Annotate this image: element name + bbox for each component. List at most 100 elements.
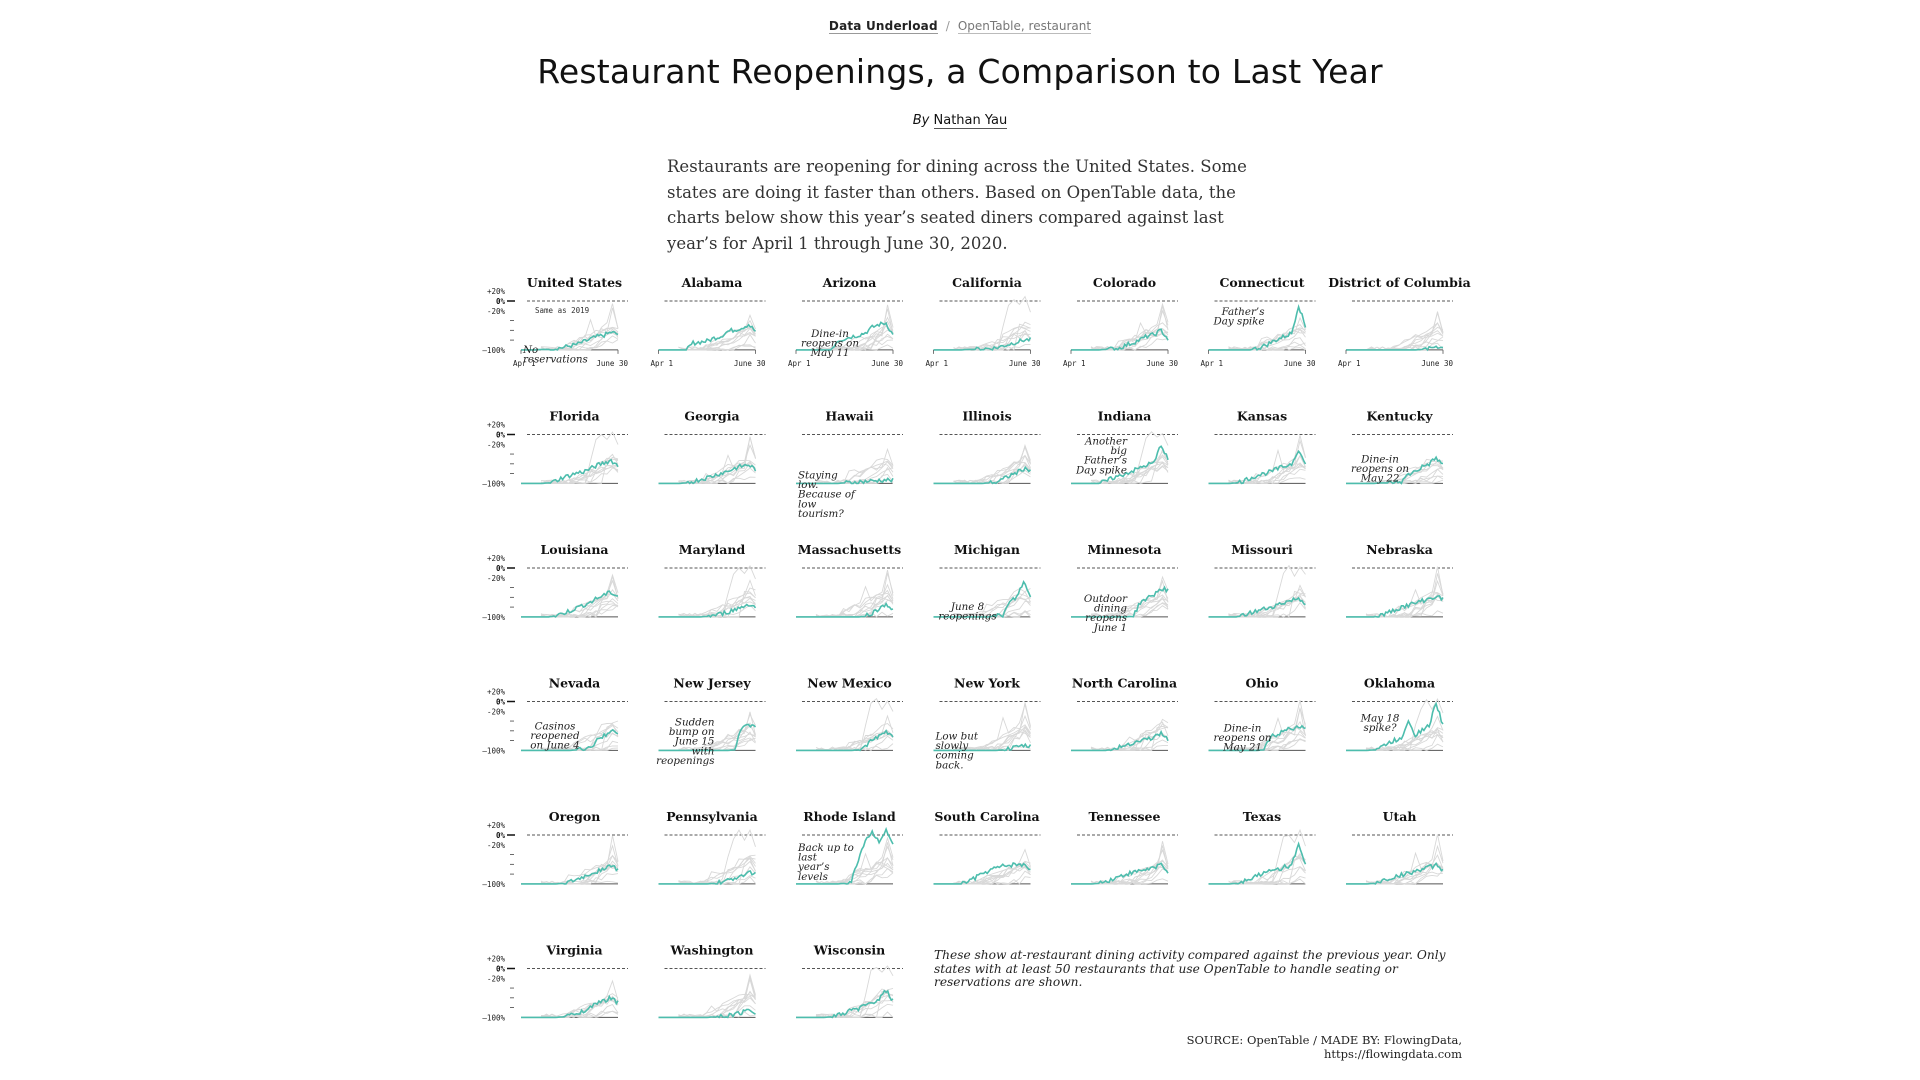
annotation-new-york: slowly <box>936 740 969 752</box>
state-title-michigan: Michigan <box>954 542 1020 557</box>
state-title-virginia: Virginia <box>545 943 602 958</box>
background-state-line <box>678 991 756 1018</box>
background-state-line <box>1365 864 1444 885</box>
annotation-new-york: back. <box>936 759 964 771</box>
breadcrumb-separator: / <box>945 19 950 33</box>
state-title-ohio: Ohio <box>1245 676 1278 691</box>
highlight-line-maryland <box>658 603 757 618</box>
intro-paragraph: Restaurants are reopening for dining acr… <box>667 157 1247 253</box>
state-title-indiana: Indiana <box>1098 409 1152 424</box>
y-tick-label: +20% <box>487 421 506 430</box>
annotation-ohio: May 21 <box>1222 742 1262 754</box>
highlight-line-united-states <box>521 330 619 351</box>
background-state-line <box>1090 605 1169 618</box>
background-state-line <box>678 327 756 351</box>
highlight-line-nevada <box>521 728 619 752</box>
highlight-line-oregon <box>521 864 619 885</box>
highlight-line-louisiana <box>521 590 619 618</box>
x-tick-label: Apr 1 <box>513 359 536 368</box>
annotation-hawaii: Staying <box>798 470 838 482</box>
annotation-arizona: May 11 <box>810 347 850 359</box>
annotation-minnesota: dining <box>1094 603 1127 615</box>
highlight-line-georgia <box>658 463 757 485</box>
state-title-maryland: Maryland <box>679 542 746 557</box>
highlight-line-rhode-island <box>796 826 894 885</box>
y-tick-label: –100% <box>482 346 505 355</box>
background-state-line <box>816 478 894 484</box>
y-tick-label: -20% <box>487 307 506 316</box>
highlight-line-north-carolina <box>1071 729 1169 752</box>
state-title-colorado: Colorado <box>1093 275 1156 290</box>
y-tick-label: +20% <box>487 688 506 697</box>
state-title-north-carolina: North Carolina <box>1072 676 1177 691</box>
highlight-line-tennessee <box>1071 862 1169 885</box>
highlight-line-district-of-columbia <box>1346 345 1444 352</box>
background-state-line <box>678 990 756 1018</box>
background-state-line <box>1228 699 1306 751</box>
state-title-wisconsin: Wisconsin <box>813 943 886 958</box>
highlight-line-minnesota <box>1071 585 1169 618</box>
state-title-connecticut: Connecticut <box>1219 275 1304 290</box>
highlight-line-alabama <box>658 323 757 351</box>
annotation-rhode-island: year’s <box>797 861 830 873</box>
annotation-oklahoma: May 18 <box>1360 713 1400 725</box>
annotation-connecticut: Father’s <box>1221 306 1265 318</box>
source-credit: SOURCE: OpenTable / MADE BY: FlowingData… <box>1186 1033 1462 1061</box>
state-title-massachusetts: Massachusetts <box>798 542 901 557</box>
breadcrumb-home-link[interactable]: Data Underload <box>828 19 938 34</box>
state-title-pennsylvania: Pennsylvania <box>666 809 758 824</box>
highlight-line-pennsylvania <box>658 870 757 886</box>
background-state-line <box>1366 743 1444 751</box>
y-tick-label: –100% <box>482 880 505 889</box>
breadcrumb-tags-link[interactable]: OpenTable, restaurant <box>957 19 1092 34</box>
background-state-line <box>953 597 1031 618</box>
highlight-line-hawaii <box>796 477 894 485</box>
highlight-line-colorado <box>1071 328 1169 352</box>
annotation-nevada: on June 4 <box>530 740 579 752</box>
y-tick-label: 0% <box>496 297 506 306</box>
state-title-tennessee: Tennessee <box>1089 809 1161 824</box>
x-tick-label: Apr 1 <box>788 359 811 368</box>
highlight-line-ohio <box>1208 724 1306 752</box>
annotation-new-york: Low but <box>935 731 979 743</box>
highlight-line-missouri <box>1208 596 1306 618</box>
state-title-minnesota: Minnesota <box>1088 542 1162 557</box>
annotation-new-jersey: with <box>692 745 715 757</box>
background-state-line <box>1090 723 1169 751</box>
background-state-line <box>1366 862 1444 885</box>
background-state-line <box>815 722 894 751</box>
annotation-new-york: coming <box>936 750 975 762</box>
state-title-new-mexico: New Mexico <box>807 676 891 691</box>
x-tick-label: Apr 1 <box>926 359 949 368</box>
annotation-new-jersey: June 15 <box>673 736 715 748</box>
background-state-line <box>1090 860 1169 885</box>
state-title-oklahoma: Oklahoma <box>1364 676 1435 691</box>
background-state-line <box>1090 302 1169 351</box>
y-tick-label: 0% <box>496 965 506 974</box>
highlight-line-michigan <box>933 579 1032 619</box>
y-tick-label: –100% <box>482 613 505 622</box>
breadcrumb: Data Underload / OpenTable, restaurant <box>0 19 1920 34</box>
state-title-new-jersey: New Jersey <box>673 676 751 691</box>
state-title-district-of-columbia: District of Columbia <box>1328 275 1470 290</box>
annotation-indiana: big <box>1111 445 1128 457</box>
highlight-line-new-jersey <box>658 723 757 752</box>
annotation-connecticut: Day spike <box>1213 316 1265 328</box>
highlight-line-florida <box>521 458 619 485</box>
annotation-ohio: Dine-in <box>1223 723 1262 735</box>
state-title-missouri: Missouri <box>1231 542 1293 557</box>
state-title-alabama: Alabama <box>681 275 743 290</box>
state-title-illinois: Illinois <box>962 409 1011 424</box>
background-state-line <box>540 466 619 484</box>
background-state-line <box>678 858 756 885</box>
reference-line-label: Same as 2019 <box>535 306 589 315</box>
highlight-line-wisconsin <box>796 989 894 1019</box>
author-link[interactable]: Nathan Yau <box>933 113 1008 129</box>
y-tick-label: +20% <box>487 287 506 296</box>
y-tick-label: -20% <box>487 841 506 850</box>
annotation-new-jersey: bump on <box>669 726 715 738</box>
state-title-utah: Utah <box>1383 809 1417 824</box>
y-tick-label: 0% <box>496 831 506 840</box>
background-state-line <box>678 579 756 618</box>
